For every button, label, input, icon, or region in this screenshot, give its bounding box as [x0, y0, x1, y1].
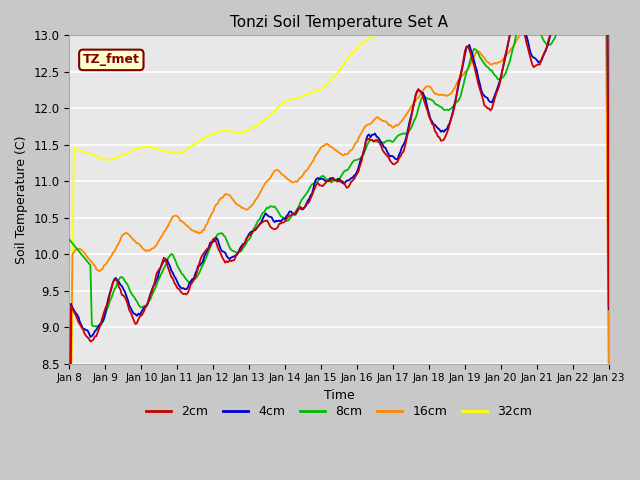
Y-axis label: Soil Temperature (C): Soil Temperature (C)	[15, 135, 28, 264]
X-axis label: Time: Time	[324, 389, 355, 402]
Title: Tonzi Soil Temperature Set A: Tonzi Soil Temperature Set A	[230, 15, 448, 30]
Text: TZ_fmet: TZ_fmet	[83, 53, 140, 66]
Legend: 2cm, 4cm, 8cm, 16cm, 32cm: 2cm, 4cm, 8cm, 16cm, 32cm	[141, 400, 537, 423]
